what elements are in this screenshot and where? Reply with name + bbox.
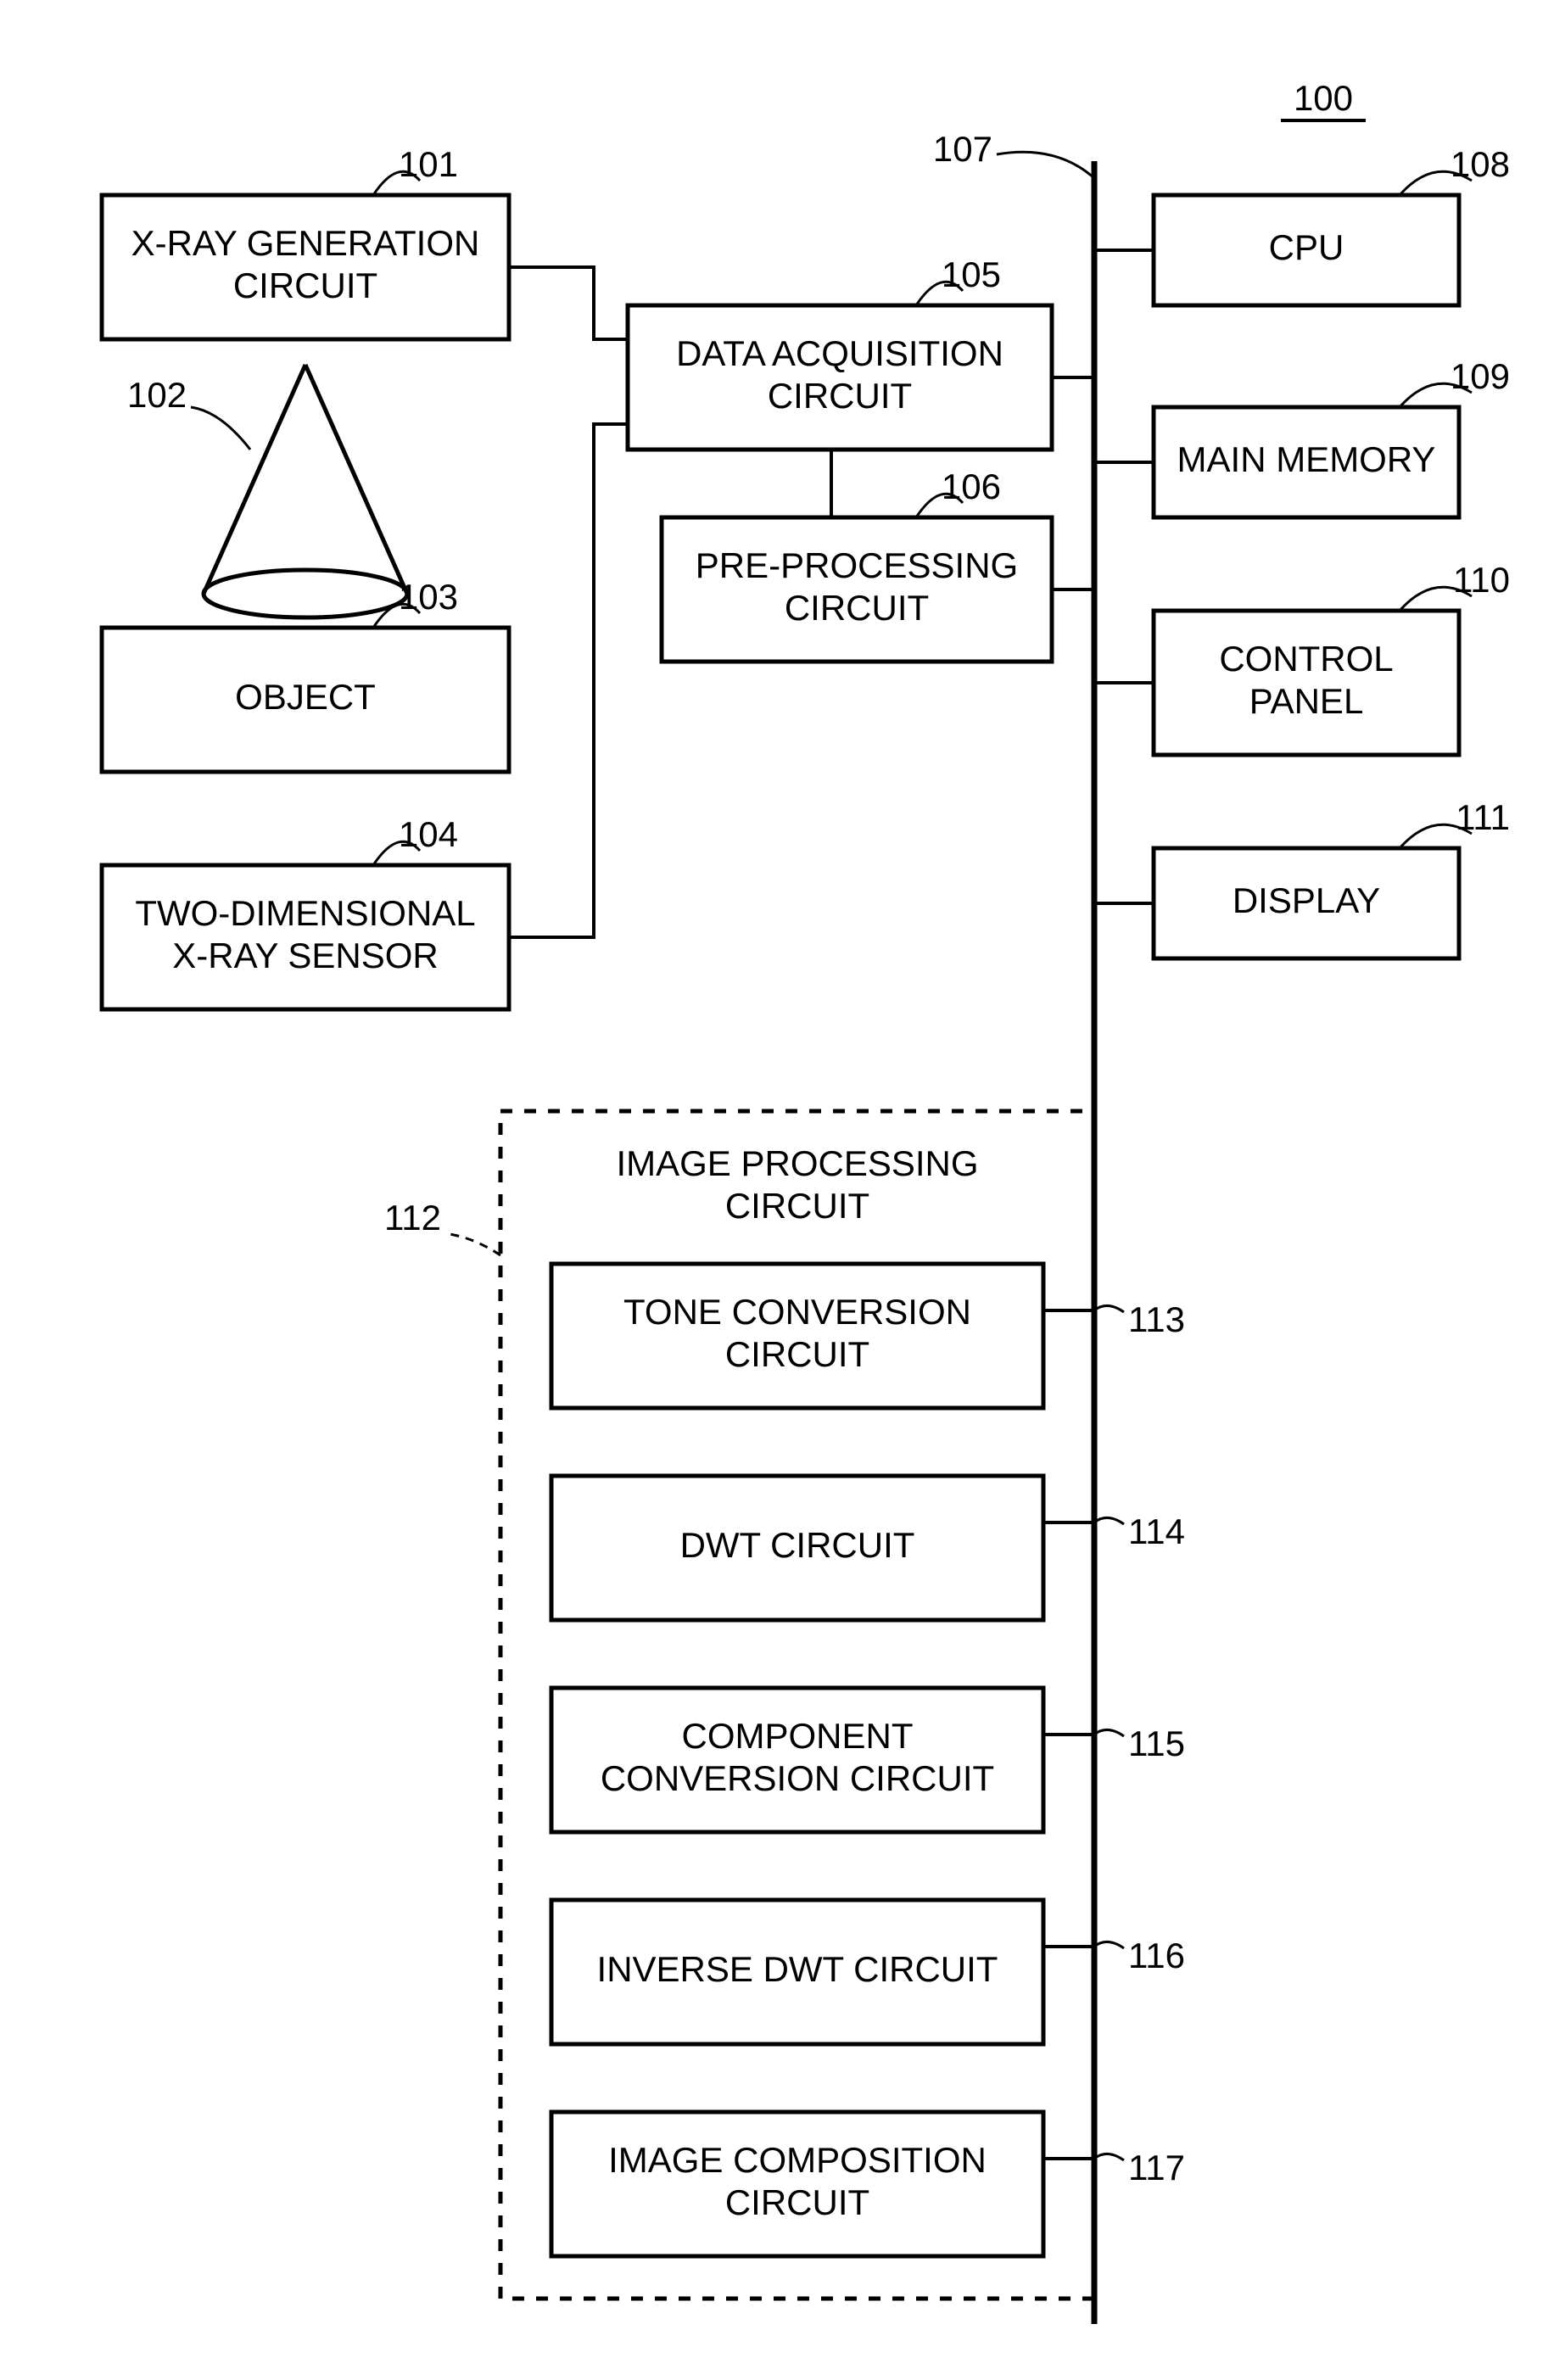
ref-dacq: 105 <box>942 254 1001 294</box>
ref-imgcomp: 117 <box>1128 2148 1185 2187</box>
block-cpanel-label-line-0: CONTROL <box>1219 639 1393 679</box>
wire-sensor-right <box>509 424 628 937</box>
leader-idwt <box>1094 1941 1124 1948</box>
ref-tone: 113 <box>1128 1299 1185 1339</box>
leader-imgcomp <box>1094 2154 1124 2160</box>
block-comp-label-line-1: CONVERSION CIRCUIT <box>601 1758 994 1798</box>
cone-right-edge <box>305 365 407 594</box>
ref-comp: 115 <box>1128 1724 1185 1763</box>
cone-base <box>204 570 407 617</box>
block-xraygen-label-line-1: CIRCUIT <box>233 265 377 305</box>
ref-sensor: 104 <box>399 814 458 854</box>
block-idwt-label-line-0: INVERSE DWT CIRCUIT <box>597 1949 998 1989</box>
block-xraygen-label-line-0: X-RAY GENERATION <box>131 223 480 263</box>
block-imgcomp-label-line-1: CIRCUIT <box>725 2182 869 2222</box>
block-mainmem-label-line-0: MAIN MEMORY <box>1177 439 1436 479</box>
ref-mainmem: 109 <box>1451 356 1510 396</box>
block-tone-label-line-0: TONE CONVERSION <box>623 1292 971 1332</box>
ref-preproc: 106 <box>942 467 1001 506</box>
ref-dwt: 114 <box>1128 1511 1185 1551</box>
cone-ref: 102 <box>127 375 187 415</box>
block-display-label-line-0: DISPLAY <box>1233 880 1380 920</box>
ipc-title-line-0: IMAGE PROCESSING <box>616 1143 978 1183</box>
block-cpu-label-line-0: CPU <box>1269 227 1344 267</box>
leader-bus <box>997 152 1094 178</box>
block-diagram: 100107X-RAY GENERATIONCIRCUIT101OBJECT10… <box>0 0 1554 2380</box>
leader-tone <box>1094 1305 1124 1312</box>
leader-ipc <box>450 1234 500 1255</box>
block-cpanel-label-line-1: PANEL <box>1249 681 1364 721</box>
leader-cone <box>191 407 250 450</box>
ref-display: 111 <box>1456 797 1510 837</box>
block-sensor-label-line-1: X-RAY SENSOR <box>172 936 439 975</box>
block-dacq-label-line-1: CIRCUIT <box>768 376 912 416</box>
block-comp-label-line-0: COMPONENT <box>682 1716 914 1756</box>
ipc-ref: 112 <box>384 1198 441 1237</box>
ref-cpanel: 110 <box>1453 560 1510 600</box>
ref-xraygen: 101 <box>399 144 458 184</box>
block-object-label-line-0: OBJECT <box>235 677 376 717</box>
figure-ref: 100 <box>1294 78 1353 118</box>
block-dwt-label-line-0: DWT CIRCUIT <box>680 1525 915 1565</box>
leader-dwt <box>1094 1517 1124 1524</box>
leader-comp <box>1094 1729 1124 1736</box>
ipc-title-line-1: CIRCUIT <box>725 1186 869 1226</box>
ref-cpu: 108 <box>1451 144 1510 184</box>
wire-xraygen-right <box>509 267 628 339</box>
block-dacq-label-line-0: DATA ACQUISITION <box>676 333 1003 373</box>
block-imgcomp-label-line-0: IMAGE COMPOSITION <box>608 2140 987 2180</box>
bus-ref: 107 <box>933 129 992 169</box>
ref-idwt: 116 <box>1128 1936 1185 1975</box>
block-tone-label-line-1: CIRCUIT <box>725 1334 869 1374</box>
cone-left-edge <box>204 365 305 594</box>
block-preproc-label-line-0: PRE-PROCESSING <box>696 545 1018 585</box>
block-sensor-label-line-0: TWO-DIMENSIONAL <box>135 893 475 933</box>
block-preproc-label-line-1: CIRCUIT <box>785 588 929 628</box>
